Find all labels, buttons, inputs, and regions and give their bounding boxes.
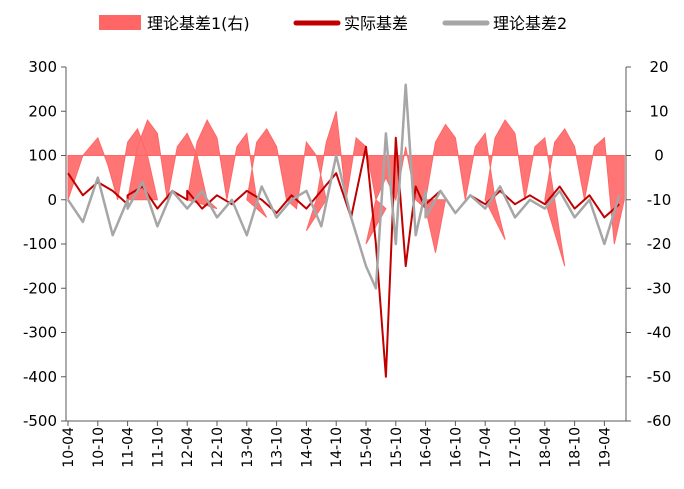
series-line-3 <box>66 83 621 290</box>
series-area-layer <box>67 111 625 267</box>
series-area-1 <box>67 111 625 267</box>
x-tick-label: 13-10 <box>270 427 286 468</box>
legend-label-2: 实际基差 <box>344 14 408 33</box>
right-tick-label: 10 <box>649 102 668 120</box>
x-tick-label: 16-10 <box>448 427 464 468</box>
x-tick-label: 18-04 <box>538 427 554 468</box>
x-tick-label: 19-04 <box>597 427 613 468</box>
legend-label-1: 理论基差1(右) <box>147 14 250 33</box>
right-tick-label: 0 <box>654 147 664 165</box>
x-tick-label: 12-04 <box>180 427 196 468</box>
right-tick-label: 20 <box>649 58 668 76</box>
x-tick-label: 10-10 <box>91 427 107 468</box>
left-tick-label: 100 <box>28 147 57 165</box>
left-tick-label: -400 <box>23 368 57 386</box>
left-tick-label: -200 <box>23 279 57 297</box>
x-tick-label: 11-10 <box>150 427 166 468</box>
series-line-layer <box>66 83 621 378</box>
left-tick-label: -500 <box>23 412 57 430</box>
right-tick-label: -60 <box>647 412 672 430</box>
right-tick-label: -10 <box>647 191 672 209</box>
right-tick-label: -50 <box>647 368 672 386</box>
x-tick-label: 13-04 <box>240 427 256 468</box>
right-tick-label: -40 <box>647 324 672 342</box>
x-tick-label: 14-04 <box>299 427 315 468</box>
right-tick-label: -30 <box>647 279 672 297</box>
left-tick-label: -100 <box>23 235 57 253</box>
left-tick-label: -300 <box>23 324 57 342</box>
x-tick-label: 12-10 <box>210 427 226 468</box>
right-tick-label: -20 <box>647 235 672 253</box>
axes: 3002001000-100-200-300-400-50020100-10-2… <box>23 58 671 468</box>
x-tick-label: 17-10 <box>508 427 524 468</box>
left-tick-label: 300 <box>28 58 57 76</box>
x-tick-label: 18-10 <box>568 427 584 468</box>
x-tick-label: 10-04 <box>61 427 77 468</box>
left-tick-label: 200 <box>28 102 57 120</box>
legend-swatch-1 <box>99 15 141 30</box>
legend: 理论基差1(右) 实际基差 理论基差2 <box>99 14 567 33</box>
left-tick-label: 0 <box>47 191 57 209</box>
x-tick-label: 11-04 <box>121 427 137 468</box>
x-tick-label: 15-04 <box>359 427 375 468</box>
x-tick-label: 16-04 <box>419 427 435 468</box>
x-tick-label: 17-04 <box>478 427 494 468</box>
legend-label-3: 理论基差2 <box>493 14 567 33</box>
x-tick-label: 15-10 <box>389 427 405 468</box>
x-tick-label: 14-10 <box>329 427 345 468</box>
